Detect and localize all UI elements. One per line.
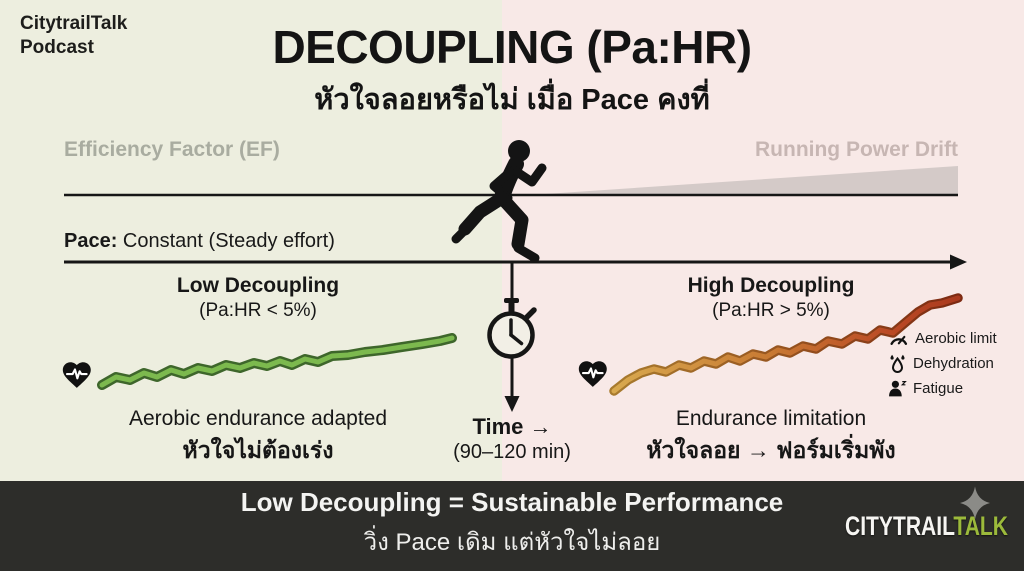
pace-axis-label: Pace: Constant (Steady effort): [64, 230, 335, 253]
page-subtitle: หัวใจลอยหรือไม่ เมื่อ Pace คงที่: [314, 84, 710, 116]
logo-text-citytrail: CITYTRAIL: [845, 511, 954, 541]
pace-axis-label-prefix: Pace:: [64, 230, 118, 252]
right-background-panel: [502, 0, 1024, 571]
high-decoupling-caption-en: Endurance limitation: [675, 407, 867, 430]
brand-line2: Podcast: [20, 36, 94, 58]
citytrailtalk-logo: CITYTRAILTALK: [845, 486, 1024, 542]
pace-axis-arrowhead: [950, 254, 967, 270]
time-axis-arrowhead: [504, 396, 520, 412]
low-decoupling-threshold: (Pa:HR < 5%): [199, 300, 317, 321]
logo-text-talk: TALK: [953, 511, 1008, 541]
running-power-drift-label: Running Power Drift: [755, 138, 958, 161]
gauge-icon: [890, 335, 908, 345]
time-axis-range: (90–120 min): [453, 441, 571, 463]
footer-banner: Low Decoupling = Sustainable Performance…: [0, 481, 1024, 571]
heart-pulse-icon: [62, 362, 91, 388]
footer-subline: วิ่ง Pace เดิม แต่หัวใจไม่ลอย: [363, 529, 661, 556]
page-title: DECOUPLING (Pa:HR): [272, 21, 752, 73]
footer-headline: Low Decoupling = Sustainable Performance: [240, 487, 784, 517]
low-decoupling-heading: Low Decoupling: [176, 274, 340, 297]
power-drift-wedge: [545, 166, 958, 194]
low-decoupling-caption-en: Aerobic endurance adapted: [128, 407, 388, 430]
factor-label: Dehydration: [913, 355, 994, 372]
droplets-icon: [890, 354, 905, 373]
low-decoupling-caption-th: หัวใจไม่ต้องเร่ง: [182, 437, 334, 463]
factor-row-fatigue: Fatigue: [888, 378, 997, 399]
brand: CitytrailTalk Podcast: [20, 12, 127, 60]
efficiency-factor-label: Efficiency Factor (EF): [64, 138, 280, 161]
factor-row-aerobic-limit: Aerobic limit: [888, 328, 997, 349]
factor-label: Fatigue: [913, 380, 964, 397]
brand-line1: CitytrailTalk: [20, 13, 128, 34]
pace-axis-label-text: Constant (Steady effort): [117, 230, 335, 252]
sparkle-star-icon: [960, 486, 990, 520]
high-decoupling-trend-line: [609, 293, 963, 396]
factor-label: Aerobic limit: [915, 330, 997, 347]
high-decoupling-caption-th: หัวใจลอย → ฟอร์มเริ่มพัง: [646, 437, 896, 463]
high-decoupling-threshold: (Pa:HR > 5%): [712, 300, 830, 321]
low-decoupling-trend-line: [97, 333, 457, 390]
heart-pulse-icon: [578, 361, 607, 387]
factor-row-dehydration: Dehydration: [888, 353, 997, 374]
high-decoupling-heading: High Decoupling: [687, 274, 855, 297]
runner-icon: [451, 140, 547, 263]
stopwatch-icon: [487, 298, 537, 359]
fatigue-person-icon: [889, 380, 907, 397]
limitation-factors-list: Aerobic limit Dehydration Fatigue: [888, 328, 997, 399]
time-axis-title: Time →: [472, 414, 552, 439]
